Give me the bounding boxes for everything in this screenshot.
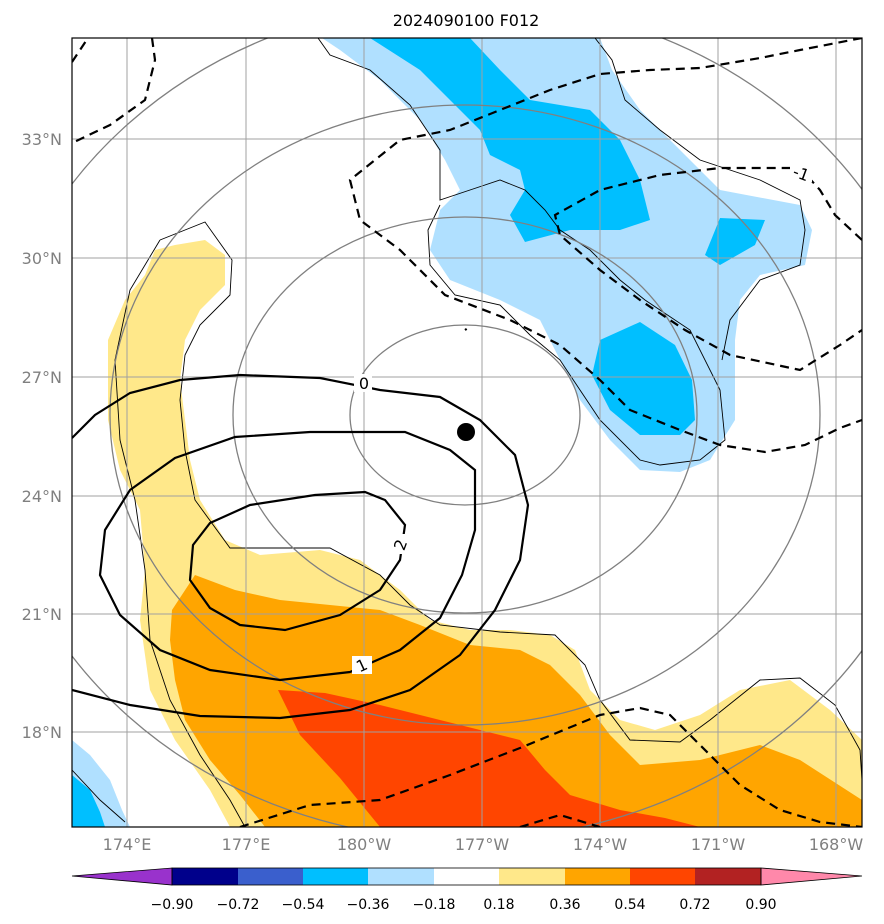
shading-red-orange	[278, 690, 700, 827]
lon-label-177e: 177°E	[222, 835, 271, 854]
colorbar-tick-label: 0.54	[614, 897, 645, 913]
colorbar-tick-label: −0.90	[151, 897, 194, 913]
colorbar-tick-label: −0.36	[347, 897, 390, 913]
storm-center-marker	[457, 423, 475, 441]
lon-axis-labels: 174°E 177°E 180°W 177°W 174°W 171°W 168°…	[103, 835, 864, 854]
contour-line-2	[188, 490, 407, 632]
colorbar-tick-label: −0.18	[413, 897, 456, 913]
colorbar-segment	[565, 868, 630, 885]
contour-line-0	[72, 373, 530, 720]
shading-blue-sw	[72, 775, 105, 827]
lat-label-21n: 21°N	[22, 605, 62, 624]
colorbar-segment	[303, 868, 368, 885]
contour-label-neg1: -1	[790, 162, 812, 185]
colorbar-segment	[434, 868, 499, 885]
colorbar-tick-label: −0.72	[217, 897, 260, 913]
map-frame	[71, 37, 863, 828]
colorbar-segment	[238, 868, 303, 885]
lon-label-168w: 168°W	[809, 835, 864, 854]
lat-label-30n: 30°N	[22, 249, 62, 268]
colorbar-segment	[695, 868, 761, 885]
colorbar-segment	[499, 868, 565, 885]
thin-contour-line-2	[594, 38, 806, 361]
contour-label-0: 0	[354, 374, 372, 393]
range-rings	[72, 38, 862, 827]
grid-lines	[72, 38, 862, 827]
thin-contour-line-3	[159, 221, 862, 781]
map-area: 0 2 1 -1	[72, 38, 862, 827]
lat-axis-labels: 33°N 30°N 27°N 24°N 21°N 18°N	[22, 130, 62, 742]
svg-text:0: 0	[359, 374, 369, 393]
lon-label-171w: 171°W	[691, 835, 746, 854]
colorbar: −0.90 −0.72 −0.54 −0.36 −0.18 0.18 0.36 …	[71, 867, 863, 913]
lon-label-174w: 174°W	[573, 835, 628, 854]
lat-label-33n: 33°N	[22, 130, 62, 149]
colorbar-segment	[368, 868, 434, 885]
lon-label-180w: 180°W	[337, 835, 392, 854]
contour-line-1	[98, 430, 477, 682]
shading-blue-center	[592, 322, 695, 435]
colorbar-tick-label: −0.54	[282, 897, 325, 913]
lon-label-174e: 174°E	[103, 835, 152, 854]
colorbar-high-extend-arrow	[761, 868, 862, 885]
colorbar-low-extend-arrow	[72, 868, 172, 885]
thin-contour-line-4	[114, 239, 246, 827]
lat-label-18n: 18°N	[22, 723, 62, 742]
colorbar-segment	[630, 868, 695, 885]
map-title: 2024090100 F012	[393, 11, 540, 30]
colorbar-tick-label: 0.36	[549, 897, 580, 913]
lat-label-24n: 24°N	[22, 487, 62, 506]
colorbar-segment	[172, 868, 238, 885]
contour-label-1: 1	[352, 655, 372, 676]
lat-label-27n: 27°N	[22, 368, 62, 387]
colorbar-tick-label: 0.72	[679, 897, 710, 913]
contour-label-2: 2	[390, 534, 411, 554]
lon-label-177w: 177°W	[455, 835, 510, 854]
colorbar-tick-label: 0.90	[745, 897, 776, 913]
shading-blue-north	[370, 38, 650, 242]
svg-text:-1: -1	[790, 162, 811, 185]
colorbar-tick-label: 0.18	[483, 897, 514, 913]
thin-contour-line-5	[72, 769, 126, 823]
thin-contour-line	[317, 38, 726, 466]
